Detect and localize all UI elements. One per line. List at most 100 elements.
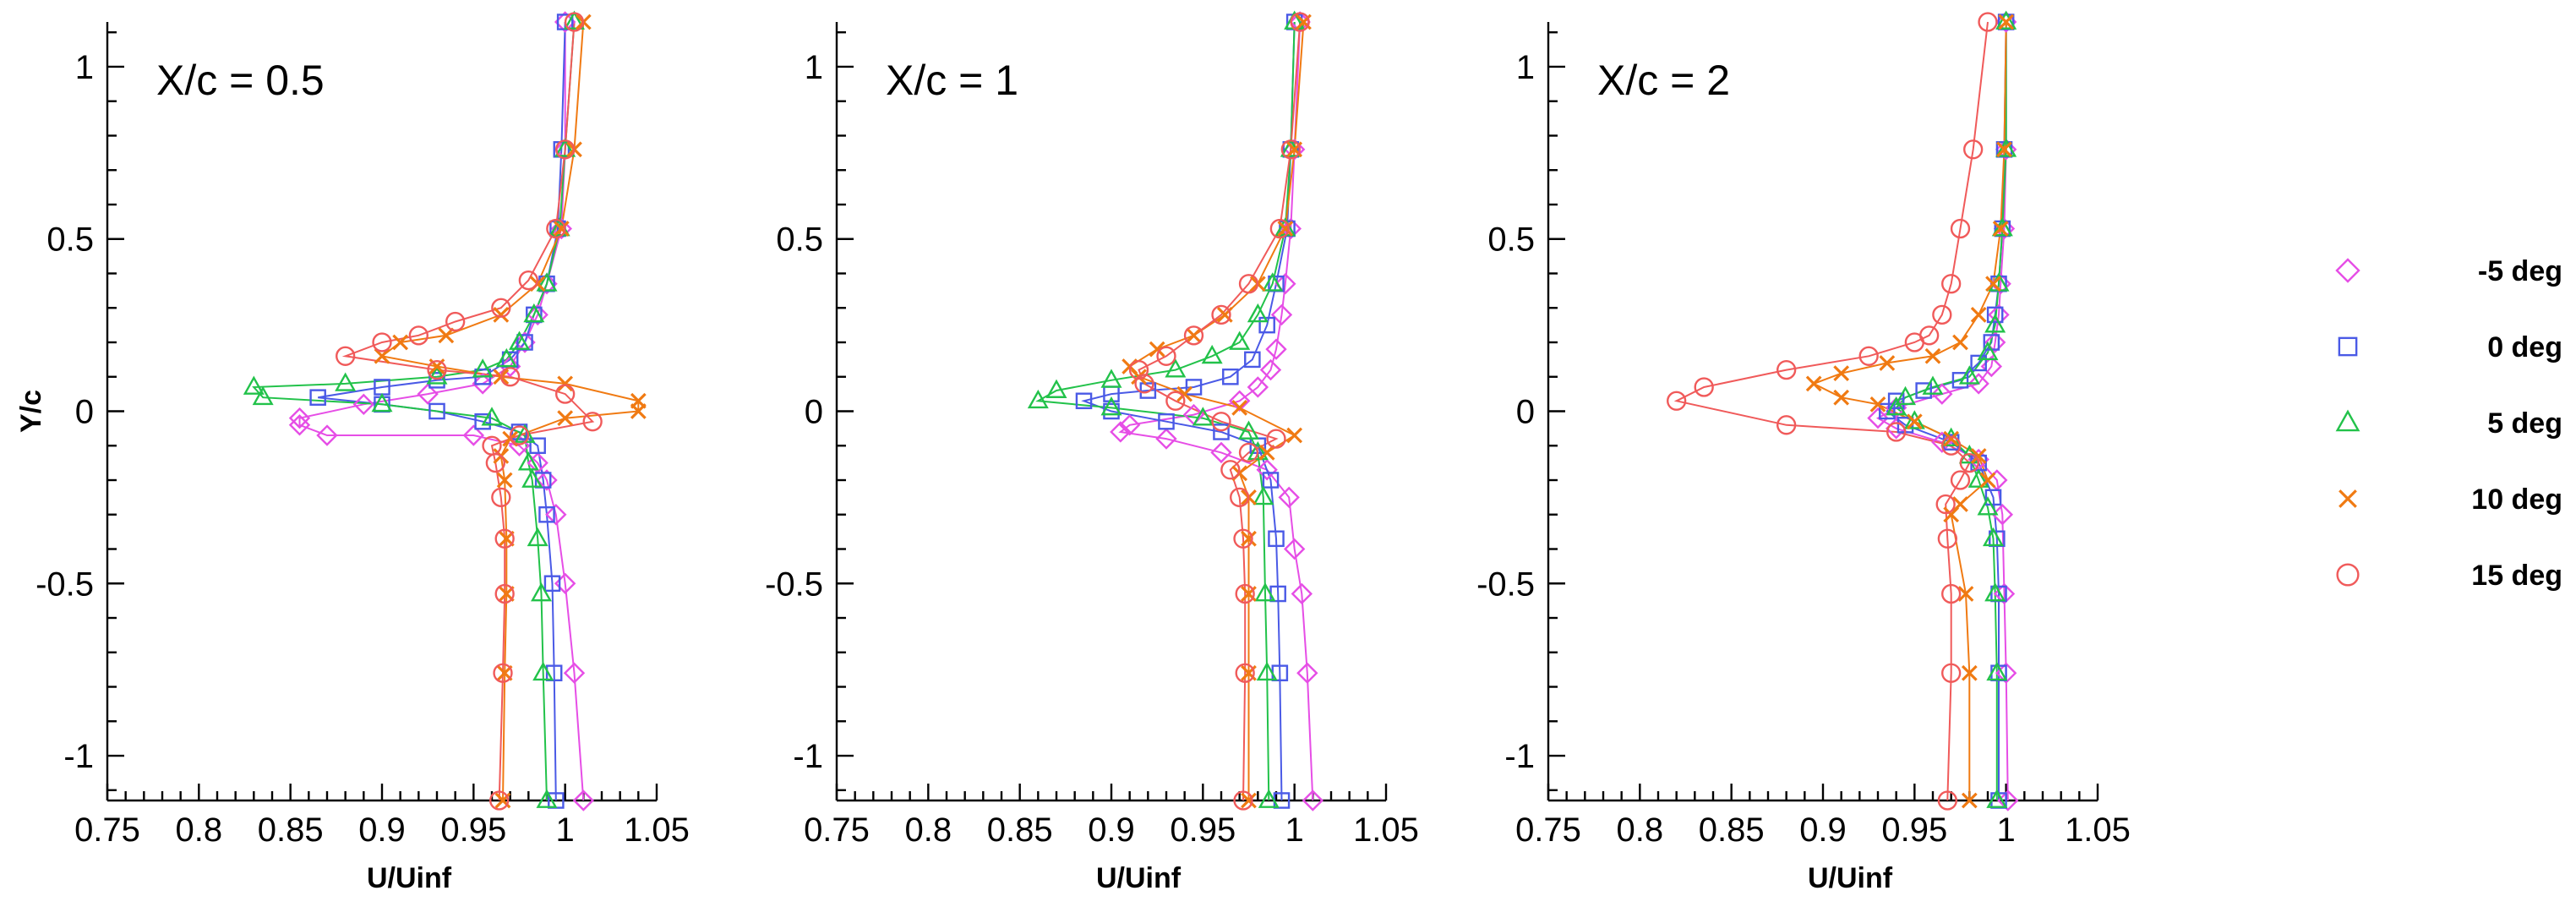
x-tick-label: 0.75 bbox=[74, 811, 140, 849]
data-point bbox=[1156, 346, 1176, 366]
y-tick-label: -1 bbox=[793, 738, 823, 775]
series-line bbox=[1035, 21, 1296, 801]
data-point bbox=[1118, 414, 1141, 436]
data-point bbox=[1776, 415, 1797, 435]
data-point bbox=[1258, 316, 1275, 334]
data-point bbox=[428, 402, 445, 420]
data-point bbox=[1887, 392, 1905, 410]
data-point bbox=[1274, 273, 1296, 295]
x-tick-label: 1 bbox=[1997, 811, 2016, 849]
y-axis-title: Y/c bbox=[15, 390, 47, 433]
data-point bbox=[564, 10, 585, 30]
series-line bbox=[1886, 21, 2007, 800]
data-point bbox=[408, 325, 428, 346]
y-tick-label: -1 bbox=[63, 738, 94, 775]
data-point bbox=[1220, 460, 1241, 480]
data-point bbox=[495, 347, 517, 368]
data-point bbox=[1254, 582, 1276, 602]
data-point bbox=[485, 452, 505, 473]
data-point bbox=[532, 661, 554, 681]
y-tick-label: -0.5 bbox=[35, 566, 94, 603]
data-point bbox=[546, 218, 566, 239]
panel-1: 0.75 0.8 0.85 0.9 0.95 1 1.05 -1 -0.5 0 0.5 1 U/Uinf… bbox=[15, 10, 690, 894]
data-point bbox=[564, 12, 585, 32]
data-point bbox=[1992, 221, 2009, 237]
data-point bbox=[1977, 341, 1999, 361]
data-point bbox=[1259, 358, 1282, 381]
data-point bbox=[252, 385, 274, 406]
data-point bbox=[1027, 389, 1049, 409]
data-point bbox=[1931, 431, 1953, 453]
legend: -5 deg 0 deg 5 deg 10 deg 15 deg bbox=[2335, 255, 2562, 592]
data-point bbox=[491, 298, 511, 318]
data-point bbox=[1277, 221, 1294, 237]
data-point bbox=[1244, 351, 1261, 369]
data-point bbox=[1984, 314, 2006, 333]
data-point bbox=[474, 413, 491, 430]
data-point bbox=[1950, 218, 1971, 239]
data-point bbox=[1128, 359, 1149, 380]
data-point bbox=[493, 307, 510, 323]
data-point bbox=[1985, 276, 2001, 292]
data-point bbox=[288, 407, 311, 429]
legend-marker bbox=[2338, 336, 2358, 357]
data-point bbox=[518, 270, 538, 291]
data-point bbox=[1100, 369, 1122, 388]
data-point bbox=[1256, 661, 1278, 681]
panel-2: 0.75 0.8 0.85 0.9 0.95 1 1.05 -1 -0.5 0 0.5 1 U/Uinf… bbox=[765, 10, 1419, 894]
y-tick-label: 0.5 bbox=[776, 221, 823, 259]
data-point bbox=[426, 365, 448, 385]
data-point bbox=[523, 303, 545, 323]
data-point bbox=[1805, 375, 1822, 392]
x-tick-label: 0.8 bbox=[905, 811, 952, 849]
data-point bbox=[309, 389, 326, 406]
y-tick-label: 0.5 bbox=[1487, 221, 1535, 259]
data-point bbox=[1886, 422, 1907, 442]
y-tick-label: 0 bbox=[1516, 394, 1535, 431]
data-point bbox=[1984, 582, 2006, 602]
panel-title: X/c = 1 bbox=[886, 57, 1018, 104]
x-axis-title: U/Uinf bbox=[367, 862, 452, 894]
data-point bbox=[1959, 452, 1979, 473]
data-point bbox=[371, 392, 393, 413]
data-point bbox=[1984, 489, 2002, 506]
data-point bbox=[553, 221, 570, 237]
data-point bbox=[1241, 530, 1257, 547]
data-point bbox=[372, 332, 392, 352]
data-point bbox=[1286, 427, 1303, 444]
data-point bbox=[1231, 400, 1248, 416]
data-point bbox=[1979, 472, 1996, 489]
data-point bbox=[1922, 375, 1944, 395]
x-tick-label: 0.95 bbox=[1170, 811, 1236, 849]
data-point bbox=[1935, 494, 1956, 515]
data-point bbox=[1210, 441, 1232, 464]
data-point bbox=[1932, 304, 1952, 325]
data-point bbox=[1269, 218, 1290, 239]
data-point bbox=[1961, 792, 1978, 809]
data-point bbox=[1995, 11, 2017, 33]
y-tick-label: -0.5 bbox=[765, 566, 823, 603]
data-point bbox=[1165, 358, 1187, 378]
data-point bbox=[1211, 412, 1231, 432]
data-point bbox=[545, 664, 563, 681]
x-tick-label: 0.85 bbox=[258, 811, 324, 849]
data-point bbox=[509, 331, 530, 350]
x-tick-label: 0.85 bbox=[987, 811, 1053, 849]
series-line bbox=[252, 21, 576, 801]
data-point bbox=[1139, 382, 1157, 399]
data-point bbox=[1262, 472, 1280, 489]
data-point bbox=[1996, 141, 2012, 158]
panel-title: X/c = 0.5 bbox=[156, 57, 325, 104]
data-point bbox=[1291, 582, 1313, 605]
data-point bbox=[536, 469, 558, 491]
data-point bbox=[1986, 306, 2004, 324]
x-tick-label: 0.75 bbox=[1515, 811, 1581, 849]
series-line bbox=[1811, 21, 2007, 800]
panel-3: 0.75 0.8 0.85 0.9 0.95 1 1.05 -1 -0.5 0 0.5 1 U/Uinf… bbox=[1476, 10, 2131, 894]
legend-marker bbox=[2335, 258, 2360, 283]
x-tick-label: 0.95 bbox=[440, 811, 506, 849]
data-point bbox=[1241, 792, 1257, 809]
data-point bbox=[1228, 390, 1251, 412]
data-point bbox=[494, 528, 515, 549]
